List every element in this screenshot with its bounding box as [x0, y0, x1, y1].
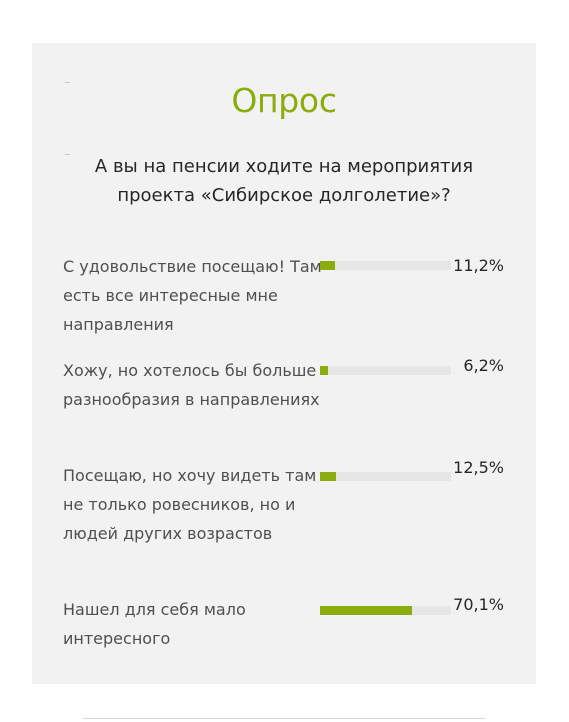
result-bar-fill	[320, 606, 412, 615]
poll-title: Опрос	[231, 81, 337, 120]
poll-card: Опрос А вы на пенсии ходите на мероприят…	[32, 43, 536, 684]
option-label: Хожу, но хотелось бы больше разнообразия…	[63, 361, 320, 409]
option-percent: 12,5%	[453, 458, 504, 477]
result-bar-track	[320, 606, 451, 615]
result-bar-track	[320, 472, 451, 481]
option-percent: 6,2%	[463, 356, 504, 375]
decorative-tick	[65, 82, 70, 83]
option-label: Посещаю, но хочу видеть там не только ро…	[63, 466, 317, 543]
result-bar-track	[320, 366, 451, 375]
poll-question: А вы на пенсии ходите на мероприятия про…	[94, 156, 474, 206]
option-percent: 70,1%	[453, 595, 504, 614]
result-bar-track	[320, 261, 451, 270]
option-percent: 11,2%	[453, 256, 504, 275]
result-bar-fill	[320, 472, 337, 481]
result-bar-fill	[320, 261, 335, 270]
option-label: С удовольствие посещаю! Там есть все инт…	[63, 257, 322, 334]
result-bar-fill	[320, 366, 329, 375]
decorative-tick	[65, 154, 70, 155]
option-label: Нашел для себя мало интересного	[63, 600, 246, 648]
divider	[83, 718, 485, 719]
